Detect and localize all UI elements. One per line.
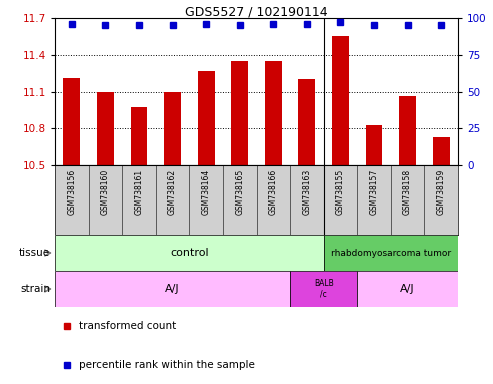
Text: control: control <box>170 248 209 258</box>
Text: GSM738156: GSM738156 <box>67 169 76 215</box>
Text: GSM738162: GSM738162 <box>168 169 177 215</box>
Bar <box>64 78 80 165</box>
Bar <box>366 124 383 165</box>
Text: GSM738155: GSM738155 <box>336 169 345 215</box>
Bar <box>357 271 458 307</box>
Bar <box>290 271 357 307</box>
Bar <box>131 108 147 165</box>
Text: GSM738165: GSM738165 <box>235 169 244 215</box>
Text: GSM738160: GSM738160 <box>101 169 110 215</box>
Text: transformed count: transformed count <box>79 321 176 331</box>
Bar <box>55 271 290 307</box>
Bar <box>231 61 248 165</box>
Bar <box>164 91 181 165</box>
Text: GSM738159: GSM738159 <box>437 169 446 215</box>
Bar <box>97 91 114 165</box>
Text: GSM738157: GSM738157 <box>370 169 379 215</box>
Text: A/J: A/J <box>165 284 180 294</box>
Text: GSM738166: GSM738166 <box>269 169 278 215</box>
Bar <box>332 36 349 165</box>
Bar <box>298 79 315 165</box>
Text: BALB
/c: BALB /c <box>314 279 334 299</box>
Text: rhabdomyosarcoma tumor: rhabdomyosarcoma tumor <box>331 248 451 258</box>
Text: tissue: tissue <box>19 248 50 258</box>
Bar <box>55 235 324 271</box>
Text: GSM738164: GSM738164 <box>202 169 211 215</box>
Text: strain: strain <box>20 284 50 294</box>
Bar <box>265 61 282 165</box>
Bar <box>198 71 214 165</box>
Bar <box>433 137 450 165</box>
Text: A/J: A/J <box>400 284 415 294</box>
Text: percentile rank within the sample: percentile rank within the sample <box>79 360 255 370</box>
Text: GSM738163: GSM738163 <box>302 169 312 215</box>
Text: GSM738161: GSM738161 <box>135 169 143 215</box>
Bar <box>399 96 416 165</box>
Text: GSM738158: GSM738158 <box>403 169 412 215</box>
Bar <box>324 235 458 271</box>
Text: GDS5527 / 102190114: GDS5527 / 102190114 <box>185 5 328 18</box>
